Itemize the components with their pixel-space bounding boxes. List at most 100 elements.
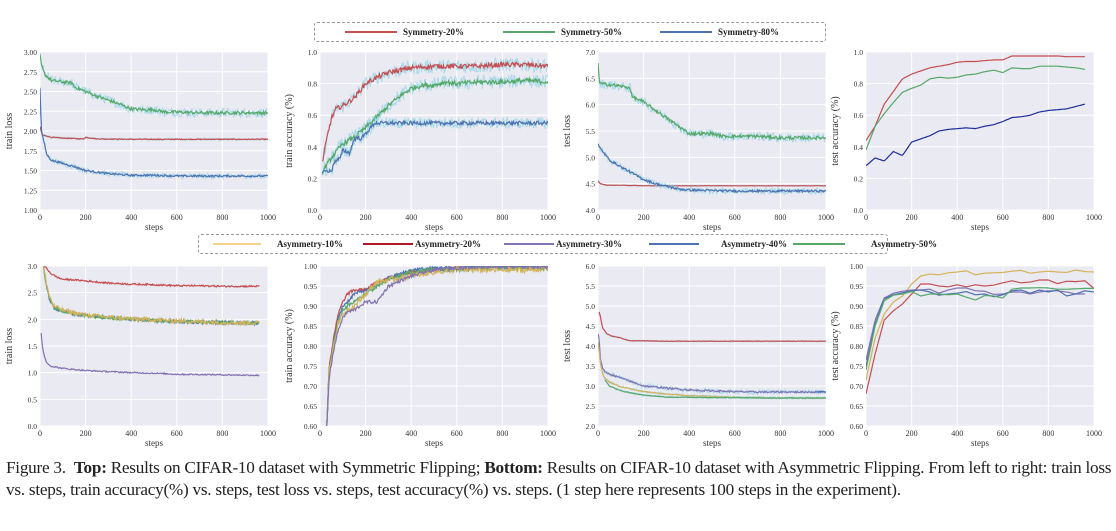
x-tick-label: 400	[405, 429, 417, 438]
x-axis-label: steps	[145, 438, 163, 448]
legend-item: Asymmetry-20%	[363, 235, 481, 253]
x-tick-label: 800	[774, 429, 786, 438]
legend-swatch	[363, 243, 413, 245]
x-tick-label: 800	[1042, 213, 1054, 222]
x-tick-label: 600	[171, 429, 183, 438]
chart-bottom-train-loss: 0 200 400 600 800 1000 0.0 0.5 1.0 1.5 2.0 2.5 3.0 st…	[4, 262, 276, 448]
y-axis-label: train accuracy (%)	[284, 94, 295, 168]
series-line	[40, 54, 268, 117]
legend-label: Asymmetry-20%	[415, 239, 481, 249]
series-line	[598, 180, 826, 187]
y-tick-label: 1.0	[308, 48, 318, 57]
y-tick-label: 0.0	[308, 206, 318, 215]
y-tick-label: 0.95	[850, 282, 863, 291]
x-tick-label: 0	[318, 429, 322, 438]
y-tick-label: 0.60	[304, 422, 317, 431]
series-group	[326, 266, 548, 426]
y-tick-label: 1.0	[28, 369, 38, 378]
x-tick-label: 800	[774, 213, 786, 222]
series-line	[866, 289, 1094, 367]
y-axis-label: train loss	[4, 113, 15, 149]
x-tick-label: 200	[360, 429, 372, 438]
series-raw-line	[321, 74, 548, 176]
x-tick-label: 400	[951, 429, 963, 438]
x-tick-label: 200	[906, 429, 918, 438]
series-line	[816, 390, 826, 393]
legend-top: Symmetry-20% Symmetry-50% Symmetry-80%	[314, 22, 826, 42]
series-group	[866, 55, 1086, 167]
y-tick-label: 2.75	[24, 68, 37, 77]
y-tick-label: 0.4	[854, 143, 864, 152]
x-tick-label: 800	[216, 213, 228, 222]
figure-caption: Figure 3. Top: Results on CIFAR-10 datas…	[6, 457, 1112, 501]
y-tick-label: 0.0	[28, 422, 38, 431]
x-tick-label: 0	[318, 213, 322, 222]
y-tick-label: 4.5	[586, 180, 596, 189]
y-tick-label: 0.65	[304, 402, 317, 411]
y-tick-label: 5.0	[586, 153, 596, 162]
y-tick-label: 1.00	[850, 262, 863, 271]
x-tick-label: 600	[729, 429, 741, 438]
x-tick-label: 0	[596, 429, 600, 438]
chart-top-test-accuracy: 0 200 400 600 800 1000 0.0 0.2 0.4 0.6 0.8 1.0 steps…	[830, 48, 1102, 232]
x-tick-label: 200	[80, 213, 92, 222]
legend-swatch	[345, 31, 397, 33]
series-group	[598, 311, 826, 401]
series-line	[866, 279, 1094, 395]
x-tick-label: 1000	[1086, 213, 1102, 222]
series-line	[321, 76, 548, 175]
x-tick-label: 0	[38, 213, 42, 222]
x-tick-label: 200	[638, 429, 650, 438]
y-axis-label: test accuracy (%)	[830, 96, 841, 165]
caption-bottom-text: Results on CIFAR-10 dataset with Asymmet…	[6, 458, 1112, 499]
y-axis-label: train accuracy (%)	[284, 309, 295, 383]
y-tick-label: 0.5	[28, 395, 38, 404]
y-tick-label: 3.0	[28, 262, 38, 271]
y-tick-label: 6.0	[586, 101, 596, 110]
series-line	[326, 266, 548, 425]
x-axis-label: steps	[703, 222, 721, 232]
series-line	[321, 118, 548, 174]
legend-label: Asymmetry-40%	[721, 239, 787, 249]
y-tick-label: 4.5	[586, 322, 596, 331]
legend-swatch	[660, 31, 712, 33]
caption-top-label: Top:	[73, 458, 107, 477]
x-tick-label: 600	[451, 213, 463, 222]
y-tick-label: 5.0	[586, 302, 596, 311]
y-tick-label: 1.00	[24, 206, 37, 215]
y-tick-label: 3.00	[24, 48, 37, 57]
y-tick-label: 2.5	[586, 402, 596, 411]
y-tick-label: 0.70	[850, 382, 863, 391]
x-tick-label: 200	[638, 213, 650, 222]
x-tick-label: 1000	[540, 429, 556, 438]
series-line	[42, 266, 260, 327]
x-tick-label: 800	[216, 429, 228, 438]
y-tick-label: 0.75	[304, 362, 317, 371]
x-tick-label: 600	[997, 213, 1009, 222]
y-tick-label: 5.5	[586, 127, 596, 136]
y-tick-label: 3.5	[586, 362, 596, 371]
x-tick-label: 200	[906, 213, 918, 222]
series-line	[598, 143, 826, 194]
y-axis-label: test accuracy (%)	[830, 311, 841, 380]
y-tick-label: 1.75	[24, 147, 37, 156]
y-tick-label: 1.5	[28, 342, 38, 351]
series-group	[40, 266, 260, 377]
y-tick-label: 0.60	[850, 422, 863, 431]
y-tick-label: 4.0	[586, 206, 596, 215]
y-tick-label: 4.0	[586, 342, 596, 351]
series-line	[598, 334, 826, 394]
series-line	[40, 332, 260, 377]
series-line	[866, 103, 1086, 167]
legend-label: Asymmetry-10%	[277, 239, 343, 249]
y-tick-label: 7.0	[586, 48, 596, 57]
legend-label: Asymmetry-50%	[871, 239, 937, 249]
chart-bottom-test-accuracy: 0 200 400 600 800 1000 0.60 0.65 0.70 0.75 0.80 0.8…	[830, 262, 1102, 448]
y-tick-label: 0.6	[308, 111, 318, 120]
series-line	[321, 60, 548, 162]
x-tick-label: 0	[38, 429, 42, 438]
y-tick-label: 0.90	[304, 302, 317, 311]
series-line	[326, 266, 548, 426]
legend-item: Symmetry-20%	[345, 23, 464, 41]
y-tick-label: 2.00	[24, 127, 37, 136]
